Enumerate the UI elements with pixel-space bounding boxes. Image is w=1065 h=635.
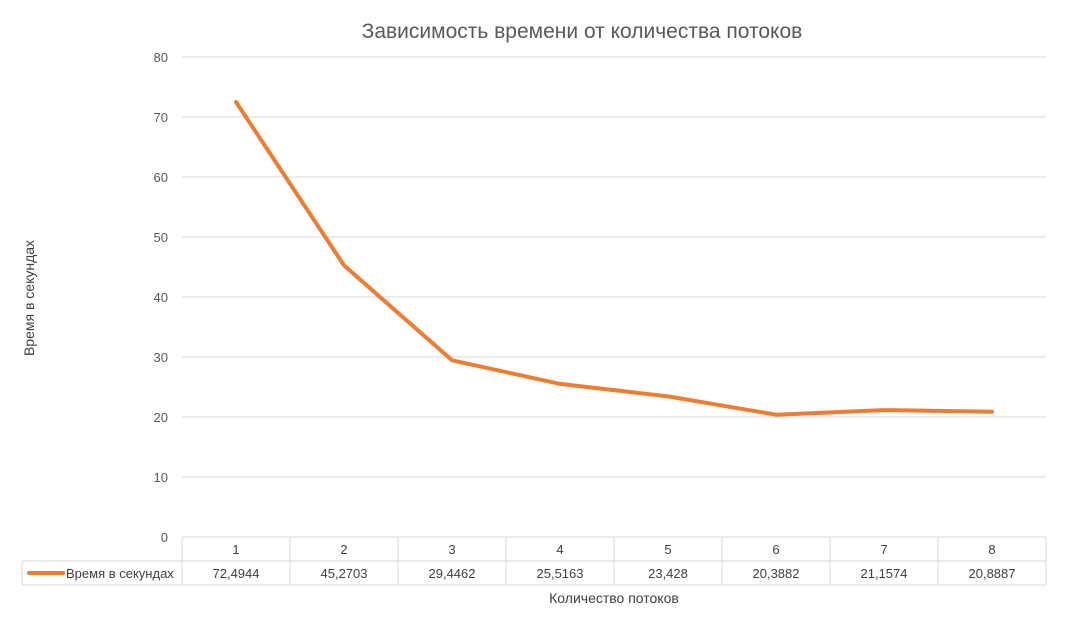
series-lines (234, 100, 994, 417)
x-category-label: 3 (448, 542, 455, 557)
x-category-label: 5 (664, 542, 671, 557)
gridlines (182, 56, 1046, 478)
data-table-value: 45,2703 (321, 566, 368, 581)
y-tick-label: 60 (154, 170, 168, 185)
data-table-value: 72,4944 (213, 566, 260, 581)
data-table-value: 29,4462 (429, 566, 476, 581)
y-tick-label: 40 (154, 290, 168, 305)
y-tick-label: 30 (154, 350, 168, 365)
series-line (234, 100, 994, 417)
y-tick-label: 0 (161, 530, 168, 545)
x-category-label: 6 (772, 542, 779, 557)
data-table-value: 25,5163 (537, 566, 584, 581)
y-tick-labels: 0 10 20 30 40 50 60 70 80 (154, 50, 168, 545)
y-tick-label: 20 (154, 410, 168, 425)
y-axis-label: Время в секундах (21, 240, 37, 356)
legend-series-name: Время в секундах (66, 566, 174, 581)
chart-title: Зависимость времени от количества потоко… (362, 20, 803, 43)
data-table-value: 21,1574 (861, 566, 908, 581)
data-table-value: 20,8887 (969, 566, 1016, 581)
x-category-label: 4 (556, 542, 563, 557)
x-category-label: 8 (988, 542, 995, 557)
data-table-value: 20,3882 (753, 566, 800, 581)
x-category-label: 7 (880, 542, 887, 557)
x-category-label: 1 (232, 542, 239, 557)
y-tick-label: 70 (154, 110, 168, 125)
y-tick-label: 50 (154, 230, 168, 245)
y-tick-label: 80 (154, 50, 168, 65)
x-category-label: 2 (340, 542, 347, 557)
y-tick-label: 10 (154, 470, 168, 485)
data-table: 1 2 3 4 5 6 7 8 Время в секундах 72,4944 45,2703 29… (21, 536, 1047, 586)
x-axis-label: Количество потоков (549, 590, 679, 606)
data-table-value: 23,428 (648, 566, 688, 581)
